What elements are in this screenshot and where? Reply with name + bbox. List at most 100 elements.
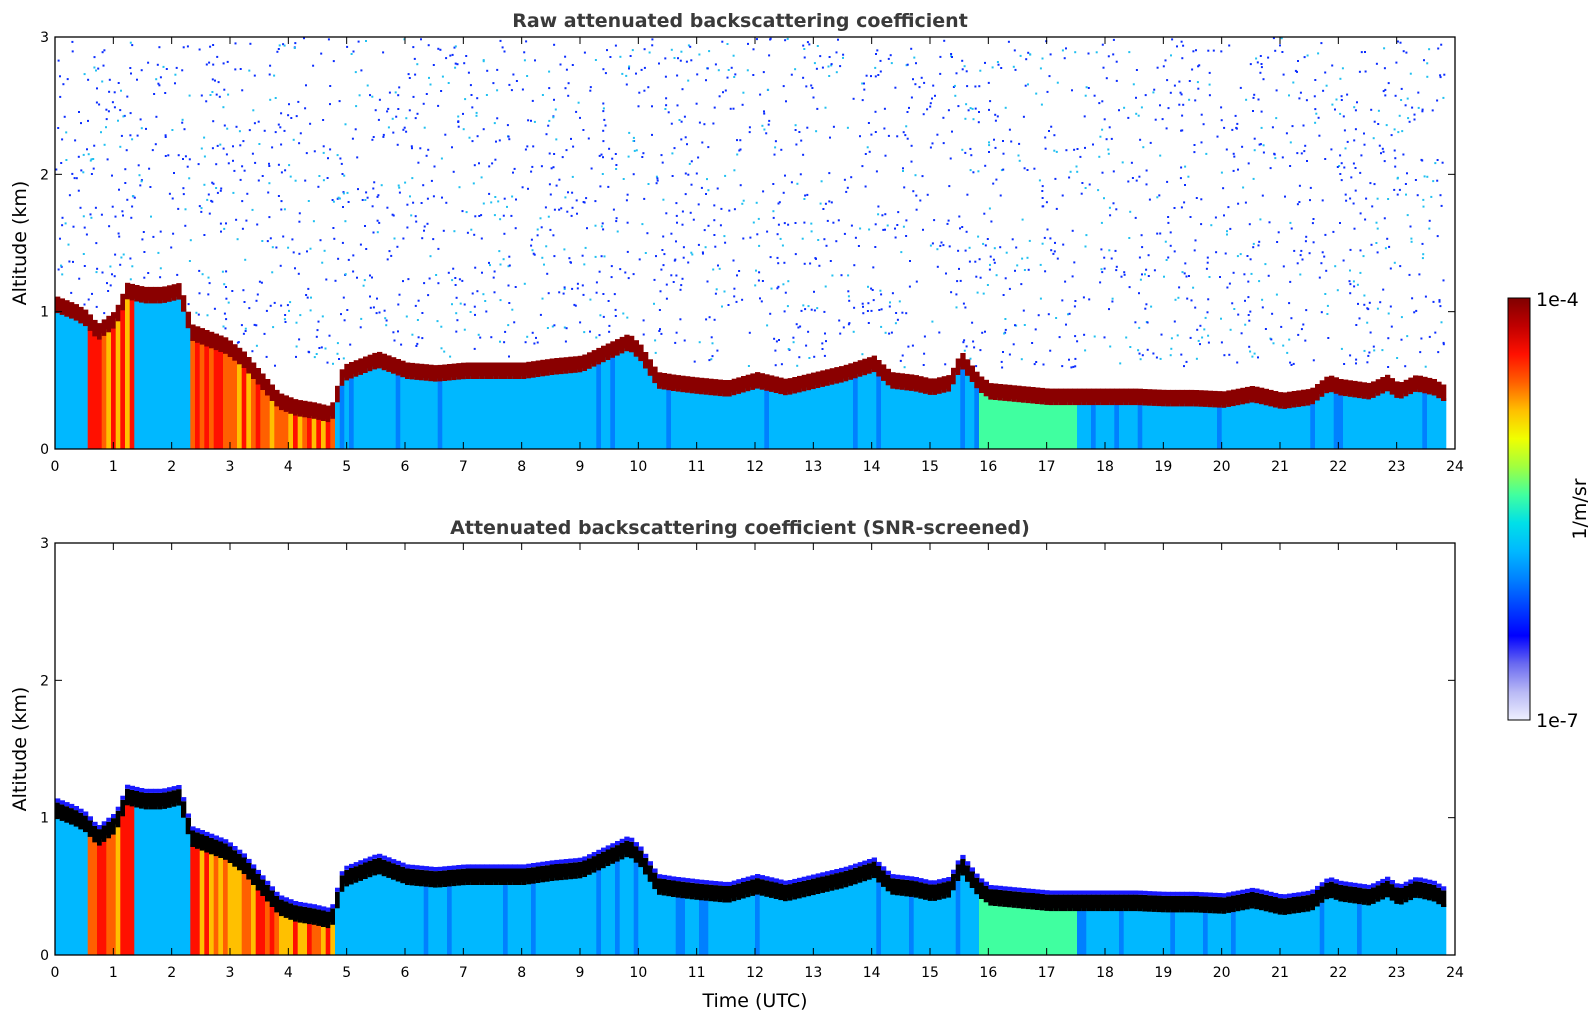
layer-band: [1021, 386, 1027, 403]
layer-band: [1380, 883, 1386, 900]
aerosol-column: [69, 821, 75, 955]
aerosol-column: [400, 374, 406, 449]
layer-band: [1081, 894, 1087, 912]
noise-pixel: [337, 196, 340, 199]
noise-pixel: [861, 99, 864, 102]
aerosol-column: [1422, 390, 1428, 449]
noise-pixel: [224, 327, 227, 330]
noise-pixel: [351, 137, 354, 140]
noise-pixel: [1183, 365, 1185, 368]
layer-band: [638, 850, 644, 868]
noise-pixel: [449, 54, 452, 57]
noise-pixel: [710, 336, 713, 339]
noise-pixel: [440, 157, 443, 160]
layer-edge: [465, 864, 471, 869]
noise-pixel: [553, 324, 556, 327]
layer-edge: [395, 860, 401, 865]
noise-pixel: [187, 303, 190, 306]
aerosol-column: [1315, 903, 1321, 955]
noise-pixel: [1081, 182, 1084, 184]
noise-pixel: [1339, 222, 1341, 224]
noise-pixel: [1276, 241, 1279, 243]
noise-pixel: [1384, 94, 1387, 97]
aerosol-column: [353, 373, 359, 449]
noise-pixel: [394, 91, 397, 94]
noise-pixel: [713, 234, 716, 236]
noise-pixel: [1344, 193, 1347, 196]
noise-pixel: [251, 152, 254, 155]
x-tick-label: 14: [863, 965, 881, 981]
layer-band: [1016, 891, 1022, 909]
noise-pixel: [1139, 278, 1142, 281]
noise-pixel: [326, 177, 329, 179]
noise-pixel: [894, 322, 897, 325]
noise-pixel: [85, 233, 88, 236]
noise-pixel: [763, 112, 766, 115]
noise-pixel: [723, 290, 726, 293]
aerosol-column: [255, 887, 261, 955]
layer-band: [965, 359, 971, 376]
x-tick-label: 17: [1038, 965, 1056, 981]
noise-pixel: [590, 167, 593, 170]
noise-pixel: [577, 101, 580, 104]
aerosol-column: [1179, 403, 1185, 449]
noise-pixel: [651, 105, 653, 108]
noise-pixel: [451, 303, 453, 306]
layer-edge: [1273, 892, 1279, 897]
noise-pixel: [373, 181, 376, 184]
noise-pixel: [1253, 352, 1256, 355]
layer-band: [1319, 380, 1325, 397]
noise-pixel: [994, 119, 997, 122]
layer-band: [1100, 894, 1106, 912]
aerosol-column: [55, 816, 61, 955]
layer-band: [750, 373, 756, 390]
aerosol-column: [1189, 909, 1195, 955]
layer-band: [909, 374, 915, 391]
aerosol-column: [465, 376, 471, 449]
layer-edge: [157, 788, 163, 793]
aerosol-column: [750, 893, 756, 955]
noise-pixel: [876, 49, 879, 52]
noise-pixel: [241, 200, 244, 203]
aerosol-column: [484, 376, 490, 449]
noise-pixel: [239, 68, 242, 70]
aerosol-column: [1268, 403, 1274, 449]
layer-band: [484, 868, 490, 885]
noise-pixel: [145, 127, 147, 130]
noise-pixel: [499, 340, 501, 343]
noise-pixel: [382, 135, 385, 138]
layer-band: [386, 861, 392, 878]
layer-band: [573, 862, 579, 879]
noise-pixel: [295, 355, 297, 358]
noise-pixel: [365, 40, 367, 42]
noise-pixel: [945, 272, 947, 275]
layer-edge: [302, 902, 308, 907]
noise-pixel: [1376, 307, 1379, 310]
noise-pixel: [451, 53, 454, 56]
noise-pixel: [1363, 143, 1366, 146]
noise-pixel: [1352, 202, 1355, 205]
layer-edge: [64, 802, 70, 807]
aerosol-column: [1254, 906, 1260, 955]
layer-edge: [619, 838, 625, 843]
noise-pixel: [1112, 202, 1115, 205]
layer-edge: [199, 830, 205, 835]
noise-pixel: [1413, 118, 1416, 121]
layer-band: [83, 309, 89, 327]
layer-edge: [1338, 880, 1344, 885]
noise-pixel: [223, 88, 226, 91]
layer-band: [633, 340, 639, 357]
noise-pixel: [978, 111, 980, 113]
noise-pixel: [599, 314, 602, 317]
noise-pixel: [1055, 317, 1058, 319]
noise-pixel: [508, 255, 511, 258]
noise-pixel: [1216, 135, 1219, 138]
noise-pixel: [453, 46, 456, 49]
x-tick-labels: 0 1 2 3 4 5 6 7 8 9 10 11 12 13 14 15 16 17 18 19 20 21 22 23 24: [51, 543, 1464, 981]
noise-pixel: [790, 73, 793, 76]
noise-pixel: [1299, 273, 1302, 276]
noise-pixel: [1087, 87, 1090, 89]
aerosol-column: [111, 325, 117, 449]
noise-pixel: [1228, 282, 1231, 285]
aerosol-column: [899, 893, 905, 955]
